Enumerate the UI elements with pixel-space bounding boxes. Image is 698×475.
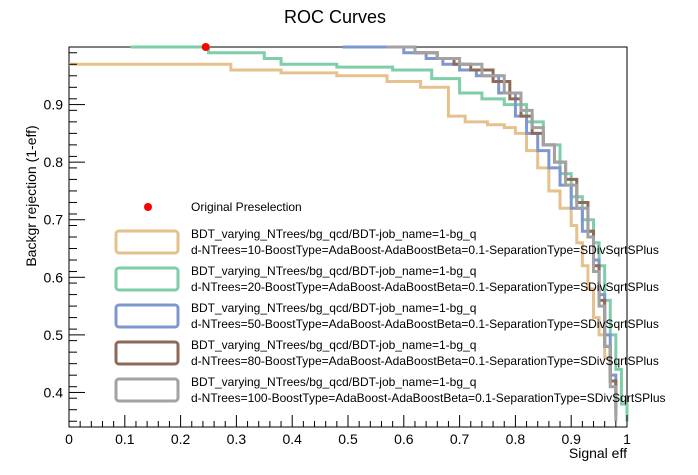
legend-label-line2: d-NTrees=10-BoostType=AdaBoost-AdaBoostB… (191, 243, 659, 257)
legend-label-line2: d-NTrees=100-BoostType=AdaBoost-AdaBoost… (191, 391, 666, 405)
x-tick-label: 0.9 (561, 431, 581, 447)
legend-swatch-1 (114, 229, 180, 255)
legend-label-line1: BDT_varying_NTrees/bg_qcd/BDT-job_name=1… (191, 301, 476, 315)
legend-marker-label: Original Preselection (191, 200, 302, 214)
legend-label-line2: d-NTrees=20-BoostType=AdaBoost-AdaBoostB… (191, 280, 659, 294)
x-tick-label: 0.3 (227, 431, 247, 447)
x-tick-label: 0.6 (394, 431, 414, 447)
series-layer (69, 43, 629, 422)
roc-series-line-5 (387, 45, 618, 422)
legend: Original Preselection BDT_varying_NTrees/… (114, 200, 666, 405)
x-tick-label: 0 (65, 431, 73, 447)
y-tick-label: 0.6 (44, 269, 64, 285)
legend-label-line1: BDT_varying_NTrees/bg_qcd/BDT-job_name=1… (191, 375, 476, 389)
y-tick-label: 0.4 (44, 384, 64, 400)
y-tick-label: 0.7 (44, 212, 64, 228)
x-tick-label: 0.5 (338, 431, 358, 447)
chart-title: ROC Curves (284, 7, 386, 27)
legend-label-line2: d-NTrees=80-BoostType=AdaBoost-AdaBoostB… (191, 354, 659, 368)
y-tick-label: 0.5 (44, 327, 64, 343)
legend-swatch-2 (114, 266, 180, 292)
axes: 0 0.1 0.2 0.3 0.4 0.5 0.6 0.7 0.8 0.9 1 0.4 0.5 0.6 0.… (44, 52, 631, 447)
legend-label-line1: BDT_varying_NTrees/bg_qcd/BDT-job_name=1… (191, 264, 476, 278)
x-tick-label: 1 (623, 431, 631, 447)
roc-series-line-2 (130, 45, 629, 422)
x-tick-label: 0.2 (171, 431, 191, 447)
legend-label-line2: d-NTrees=50-BoostType=AdaBoost-AdaBoostB… (191, 317, 659, 331)
y-tick-label: 0.8 (44, 154, 64, 170)
legend-swatch-5 (114, 377, 180, 403)
x-tick-label: 0.7 (450, 431, 470, 447)
legend-marker-symbol (144, 203, 152, 211)
legend-swatch-3 (114, 303, 180, 329)
y-tick-label: 0.9 (44, 97, 64, 113)
x-tick-label: 0.1 (115, 431, 135, 447)
x-axis-label: Signal eff (569, 445, 627, 461)
legend-swatch-4 (114, 340, 180, 366)
x-tick-label: 0.8 (506, 431, 526, 447)
legend-label-line1: BDT_varying_NTrees/bg_qcd/BDT-job_name=1… (191, 227, 476, 241)
x-tick-label: 0.4 (282, 431, 302, 447)
y-axis-label: Backgr rejection (1-eff) (23, 125, 39, 266)
original-preselection-marker (201, 43, 210, 51)
legend-label-line1: BDT_varying_NTrees/bg_qcd/BDT-job_name=1… (191, 338, 476, 352)
